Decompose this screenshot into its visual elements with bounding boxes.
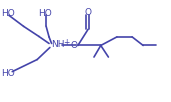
Text: O: O (84, 8, 91, 17)
Text: +: + (63, 38, 70, 47)
Text: HO: HO (2, 9, 15, 18)
Text: O: O (70, 41, 77, 50)
Text: NH: NH (52, 40, 65, 49)
Text: HO: HO (38, 9, 52, 18)
Text: HO: HO (2, 69, 15, 78)
